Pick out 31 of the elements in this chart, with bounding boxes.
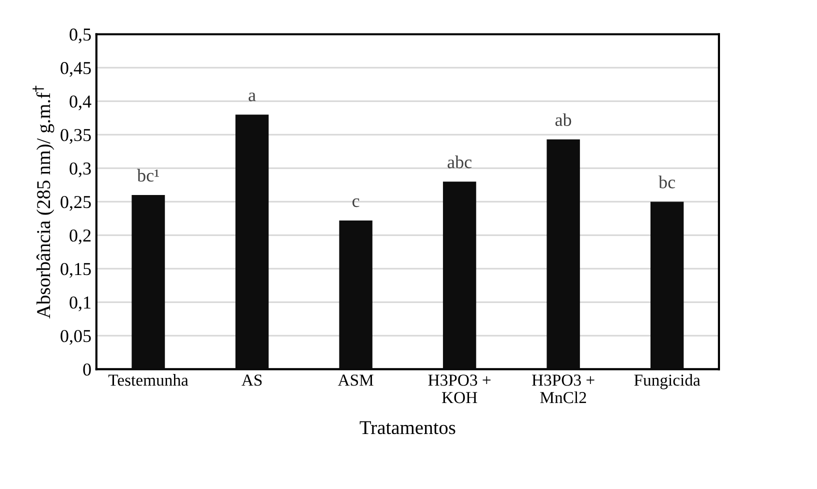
y-tick-label: 0,25: [60, 196, 91, 211]
y-tick-label: 0,3: [70, 162, 91, 178]
annotation: a: [248, 92, 256, 102]
annotation: abc: [448, 156, 472, 168]
y-tick-label: 0,5: [70, 28, 91, 44]
y-tick-label: 0,1: [70, 296, 90, 312]
x-tick-label: ASM: [338, 374, 374, 386]
y-tick-label: 0,05: [60, 330, 91, 345]
bar: [339, 220, 372, 370]
x-tick-label: H3PO3 + KOH: [428, 374, 491, 404]
x-axis-title: Tratamentos: [360, 421, 456, 434]
bar: [442, 182, 476, 370]
bar: [132, 195, 165, 370]
y-tick-label: 0,2: [70, 229, 91, 244]
annotation: bc¹: [137, 168, 159, 182]
y-tick-label: 0,4: [70, 95, 92, 110]
y-tick-label: 0: [83, 363, 91, 376]
bar: [650, 202, 684, 370]
x-tick-label: AS: [242, 374, 262, 386]
y-tick-label: 0,45: [60, 62, 91, 77]
x-tick-label: H3PO3 + MnCl2: [532, 374, 594, 404]
annotation: c: [352, 198, 360, 208]
y-axis-title: Absorbância (285 nm)/ g.m.f$^{†}$: [32, 86, 54, 318]
annotation: ab: [555, 113, 572, 126]
bar: [235, 114, 269, 370]
annotation: bc: [658, 176, 676, 188]
x-tick-label: Testemunha: [108, 374, 188, 386]
bar: [546, 139, 580, 370]
y-tick-label: 0,35: [60, 128, 91, 144]
y-tick-label: 0,15: [60, 262, 91, 278]
x-tick-label: Fungicida: [634, 374, 700, 390]
